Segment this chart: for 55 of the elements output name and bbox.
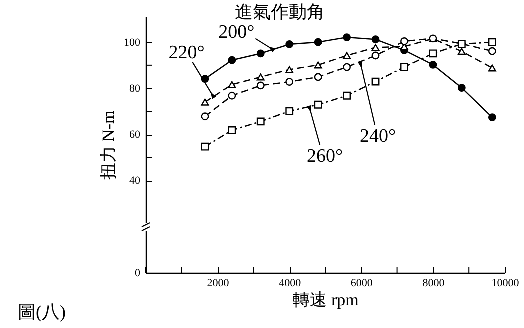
point bbox=[201, 142, 210, 151]
point bbox=[488, 64, 496, 72]
point bbox=[488, 47, 496, 56]
x-tick-label: 8000 bbox=[422, 278, 446, 290]
point bbox=[372, 36, 380, 44]
point bbox=[286, 78, 294, 86]
point bbox=[343, 92, 351, 100]
point bbox=[201, 98, 210, 106]
point bbox=[400, 63, 408, 72]
y-tick-label: 40 bbox=[130, 175, 141, 188]
x-tick-label: 4000 bbox=[279, 278, 302, 290]
point bbox=[343, 34, 351, 42]
point bbox=[343, 52, 351, 60]
point bbox=[314, 73, 322, 82]
annotation: 200° bbox=[218, 22, 255, 43]
y-tick-label: 60 bbox=[130, 129, 141, 142]
point bbox=[286, 40, 294, 48]
point bbox=[314, 38, 322, 46]
y-tick-label: 80 bbox=[130, 82, 141, 95]
point bbox=[228, 126, 236, 134]
x-axis-title: 轉速 rpm bbox=[293, 290, 359, 310]
point bbox=[314, 100, 322, 109]
y-tick-label: 100 bbox=[124, 36, 141, 49]
point bbox=[458, 48, 466, 56]
point bbox=[372, 52, 380, 60]
point bbox=[256, 74, 265, 81]
point bbox=[314, 62, 322, 69]
annotation: 260° bbox=[307, 146, 344, 168]
point bbox=[256, 82, 265, 90]
annotation: 220° bbox=[168, 42, 205, 64]
point bbox=[201, 112, 210, 121]
point bbox=[343, 63, 351, 72]
y-tick-label: 0 bbox=[135, 268, 141, 280]
annotation: 240° bbox=[360, 126, 396, 147]
point bbox=[488, 38, 496, 46]
text: 圖(八) bbox=[18, 302, 66, 322]
point bbox=[458, 84, 466, 92]
point bbox=[429, 50, 438, 58]
point bbox=[286, 66, 294, 74]
point bbox=[372, 78, 380, 86]
point bbox=[372, 44, 380, 52]
point bbox=[256, 118, 265, 126]
point bbox=[400, 38, 408, 46]
point bbox=[488, 114, 496, 122]
x-tick-label: 10000 bbox=[492, 278, 520, 290]
annotation: 進氣作動角 bbox=[235, 2, 325, 22]
y-axis-title: 扭力 N-m bbox=[99, 110, 118, 180]
x-tick-label: 6000 bbox=[350, 278, 374, 290]
point bbox=[429, 61, 438, 69]
point bbox=[228, 56, 236, 64]
point bbox=[286, 107, 294, 116]
point bbox=[228, 92, 236, 100]
point bbox=[256, 50, 265, 58]
point bbox=[228, 81, 236, 88]
x-tick-label: 2000 bbox=[207, 278, 230, 290]
